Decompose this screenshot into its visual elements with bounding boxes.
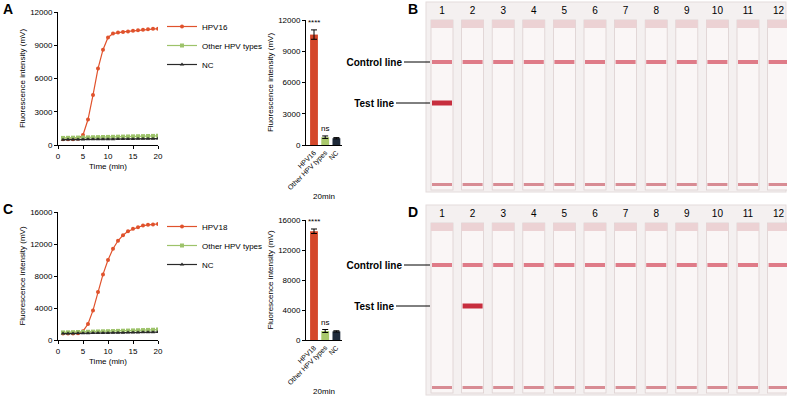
svg-text:0: 0 xyxy=(56,347,61,356)
svg-text:20: 20 xyxy=(154,347,163,356)
svg-text:7: 7 xyxy=(623,208,629,219)
svg-text:HPV16: HPV16 xyxy=(297,149,318,170)
svg-text:8000: 8000 xyxy=(283,276,301,285)
svg-text:Time (min): Time (min) xyxy=(89,357,127,366)
svg-text:6000: 6000 xyxy=(35,74,53,83)
svg-text:12: 12 xyxy=(773,5,785,16)
svg-text:Time (min): Time (min) xyxy=(89,162,127,171)
svg-text:Test line: Test line xyxy=(354,98,394,109)
svg-text:0: 0 xyxy=(56,152,61,161)
svg-text:12000: 12000 xyxy=(30,240,53,249)
svg-text:10: 10 xyxy=(712,208,724,219)
svg-text:8: 8 xyxy=(653,5,659,16)
svg-text:12000: 12000 xyxy=(30,8,53,17)
svg-text:NC: NC xyxy=(202,261,214,270)
svg-text:20min: 20min xyxy=(313,387,335,396)
svg-text:0: 0 xyxy=(48,336,53,345)
svg-text:15: 15 xyxy=(129,152,138,161)
svg-text:16000: 16000 xyxy=(278,216,301,225)
svg-text:9000: 9000 xyxy=(35,41,53,50)
svg-text:12000: 12000 xyxy=(278,246,301,255)
svg-text:9000: 9000 xyxy=(283,47,301,56)
svg-text:0: 0 xyxy=(296,336,301,345)
svg-text:6000: 6000 xyxy=(283,78,301,87)
svg-text:11: 11 xyxy=(743,208,754,219)
svg-text:2: 2 xyxy=(470,5,476,16)
svg-text:B: B xyxy=(408,1,418,17)
svg-text:11: 11 xyxy=(743,5,754,16)
svg-text:0: 0 xyxy=(296,141,301,150)
svg-text:16000: 16000 xyxy=(30,208,53,217)
svg-text:HPV16: HPV16 xyxy=(202,23,228,32)
svg-text:12000: 12000 xyxy=(278,16,301,25)
svg-text:1: 1 xyxy=(439,208,445,219)
svg-text:4: 4 xyxy=(531,208,537,219)
svg-text:4000: 4000 xyxy=(283,306,301,315)
svg-text:Other HPV types: Other HPV types xyxy=(286,344,329,387)
svg-text:5: 5 xyxy=(81,152,86,161)
svg-text:3000: 3000 xyxy=(283,110,301,119)
svg-text:9: 9 xyxy=(684,208,690,219)
svg-text:NC: NC xyxy=(202,61,214,70)
svg-text:5: 5 xyxy=(562,5,568,16)
svg-text:6: 6 xyxy=(592,5,598,16)
svg-text:HPV18: HPV18 xyxy=(297,344,318,365)
svg-text:Other HPV types: Other HPV types xyxy=(286,149,329,192)
svg-text:D: D xyxy=(408,204,418,220)
svg-text:15: 15 xyxy=(129,347,138,356)
svg-text:Other HPV types: Other HPV types xyxy=(202,242,262,251)
svg-text:3000: 3000 xyxy=(35,108,53,117)
svg-text:10: 10 xyxy=(712,5,724,16)
svg-text:5: 5 xyxy=(81,347,86,356)
svg-text:C: C xyxy=(3,201,13,217)
svg-text:4: 4 xyxy=(531,5,537,16)
svg-text:3: 3 xyxy=(500,208,506,219)
svg-text:A: A xyxy=(3,1,13,17)
svg-text:Fluorescence intensity (mV): Fluorescence intensity (mV) xyxy=(18,29,27,128)
svg-text:7: 7 xyxy=(623,5,629,16)
svg-text:12: 12 xyxy=(773,208,785,219)
svg-text:Other HPV types: Other HPV types xyxy=(202,42,262,51)
svg-text:5: 5 xyxy=(562,208,568,219)
svg-text:NC: NC xyxy=(327,344,339,356)
svg-text:2: 2 xyxy=(470,208,476,219)
svg-text:Fluorescence intensity (mV): Fluorescence intensity (mV) xyxy=(18,226,27,325)
svg-text:9: 9 xyxy=(684,5,690,16)
svg-text:8: 8 xyxy=(653,208,659,219)
svg-text:1: 1 xyxy=(439,5,445,16)
svg-text:0: 0 xyxy=(48,141,53,150)
svg-text:4000: 4000 xyxy=(35,304,53,313)
svg-text:10: 10 xyxy=(104,347,113,356)
svg-text:Fluorescence intensity (mV): Fluorescence intensity (mV) xyxy=(266,33,275,132)
svg-text:HPV18: HPV18 xyxy=(202,223,228,232)
svg-text:Control line: Control line xyxy=(346,260,402,271)
svg-text:Control line: Control line xyxy=(346,57,402,68)
svg-text:10: 10 xyxy=(104,152,113,161)
svg-text:ns: ns xyxy=(321,318,329,327)
svg-text:Test line: Test line xyxy=(354,301,394,312)
svg-text:ns: ns xyxy=(321,124,329,133)
svg-text:3: 3 xyxy=(500,5,506,16)
svg-text:20: 20 xyxy=(154,152,163,161)
svg-text:6: 6 xyxy=(592,208,598,219)
svg-text:8000: 8000 xyxy=(35,272,53,281)
svg-text:20min: 20min xyxy=(313,192,335,201)
svg-text:****: **** xyxy=(308,18,320,27)
svg-text:NC: NC xyxy=(327,149,339,161)
svg-text:****: **** xyxy=(308,217,320,226)
svg-text:Fluorescence intensity (mV): Fluorescence intensity (mV) xyxy=(266,230,275,329)
